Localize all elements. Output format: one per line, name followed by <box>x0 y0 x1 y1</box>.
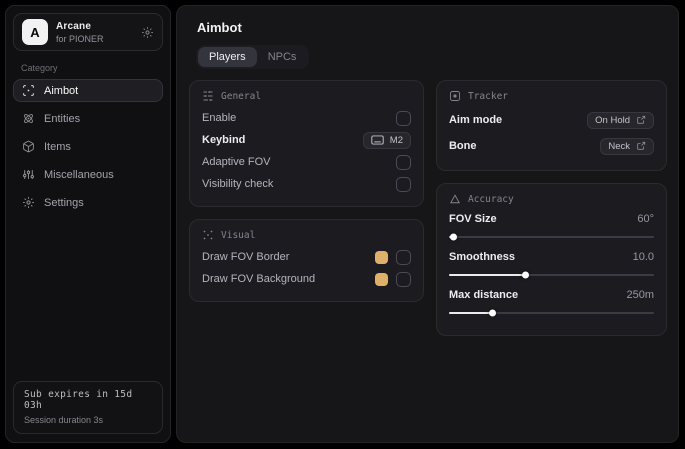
app-title-block: Arcane for PIONER <box>56 21 104 44</box>
draw-fov-background-checkbox[interactable] <box>395 271 411 287</box>
draw-fov-border-checkbox[interactable] <box>395 249 411 265</box>
gear-icon <box>22 196 35 209</box>
app-header: A Arcane for PIONER <box>13 13 163 51</box>
sidebar-item-label: Items <box>44 140 71 153</box>
picker-icon <box>636 115 646 125</box>
slider-fill <box>448 233 458 241</box>
sidebar: A Arcane for PIONER Category Aimbot <box>5 5 171 443</box>
triangle-icon <box>449 193 461 205</box>
adaptive-fov-checkbox[interactable] <box>395 154 411 170</box>
setting-label: Draw FOV Background <box>202 273 316 285</box>
setting-row-draw-fov-border: Draw FOV Border <box>202 246 411 268</box>
setting-label: Visibility check <box>202 178 274 190</box>
setting-row-aim-mode: Aim mode On Hold <box>449 107 654 133</box>
slider-value: 60° <box>637 213 654 225</box>
package-icon <box>22 140 35 153</box>
tab-players[interactable]: Players <box>198 47 257 67</box>
max-distance-slider[interactable] <box>448 309 654 317</box>
sidebar-item-settings[interactable]: Settings <box>13 191 163 214</box>
sidebar-item-miscellaneous[interactable]: Miscellaneous <box>13 163 163 186</box>
app-logo: A <box>22 19 48 45</box>
panel-title: General <box>221 90 262 102</box>
slider-block-smoothness: Smoothness 10.0 <box>448 248 654 279</box>
keyboard-icon <box>371 135 384 145</box>
app-subtitle: for PIONER <box>56 33 104 44</box>
setting-row-bone: Bone Neck <box>449 133 654 159</box>
panel-general: General Enable Keybind <box>189 80 424 207</box>
app-name: Arcane <box>56 20 92 32</box>
setting-label: Bone <box>448 140 477 152</box>
slider-block-max-distance: Max distance 250m <box>448 286 654 317</box>
slider-thumb[interactable] <box>489 309 497 317</box>
slider-fill <box>448 309 497 317</box>
panel-title: Accuracy <box>467 193 514 205</box>
setting-row-draw-fov-background: Draw FOV Background <box>202 268 411 290</box>
fov-border-color-swatch[interactable] <box>374 250 388 264</box>
sidebar-nav: Aimbot Entities Items <box>6 79 170 214</box>
keybind-badge[interactable]: M2 <box>362 131 411 149</box>
panel-visual: Visual Draw FOV Border Draw FOV Backgrou… <box>189 219 424 302</box>
visual-dots-icon <box>202 229 214 241</box>
fov-background-color-swatch[interactable] <box>374 272 388 286</box>
tab-npcs[interactable]: NPCs <box>267 51 297 63</box>
enable-checkbox[interactable] <box>395 110 411 126</box>
session-duration-text: Session duration 3s <box>24 415 104 425</box>
setting-label: Smoothness <box>448 251 515 263</box>
sidebar-item-entities[interactable]: Entities <box>13 107 163 130</box>
crosshair-scan-icon <box>22 84 35 97</box>
setting-row-keybind: Keybind M2 <box>202 129 411 151</box>
setting-row-adaptive-fov: Adaptive FOV <box>202 151 411 173</box>
setting-row-enable: Enable <box>202 107 411 129</box>
page-title: Aimbot <box>197 20 242 35</box>
setting-label: Enable <box>202 112 237 124</box>
visibility-check-checkbox[interactable] <box>395 176 411 192</box>
panels-grid: General Enable Keybind <box>189 80 667 336</box>
picker-icon <box>636 141 646 151</box>
bone-select[interactable]: Neck <box>600 137 654 155</box>
sliders-horizontal-icon <box>202 90 214 102</box>
atom-icon <box>22 112 35 125</box>
slider-block-fov-size: FOV Size 60° <box>448 210 654 241</box>
sliders-vertical-icon <box>22 168 35 181</box>
bone-value: Neck <box>608 140 630 152</box>
panel-title: Visual <box>221 229 256 241</box>
smoothness-slider[interactable] <box>448 271 654 279</box>
aim-mode-value: On Hold <box>595 114 630 126</box>
panel-tracker: Tracker Aim mode On Hold <box>435 80 667 171</box>
main-content: Aimbot Players NPCs General Enable <box>176 5 679 443</box>
sidebar-item-label: Miscellaneous <box>44 168 114 181</box>
setting-label: Max distance <box>448 289 519 301</box>
sidebar-item-label: Entities <box>44 112 81 125</box>
panel-accuracy: Accuracy FOV Size 60° Smoothne <box>435 183 667 336</box>
tracker-focus-icon <box>449 90 461 102</box>
keybind-value: M2 <box>389 134 403 146</box>
setting-label: FOV Size <box>448 213 497 225</box>
gear-icon[interactable] <box>141 26 154 39</box>
slider-fill <box>448 271 529 279</box>
slider-value: 10.0 <box>632 251 654 263</box>
sidebar-item-items[interactable]: Items <box>13 135 163 158</box>
slider-thumb[interactable] <box>450 233 458 241</box>
slider-thumb[interactable] <box>521 271 529 279</box>
panel-title: Tracker <box>467 90 509 102</box>
sidebar-item-aimbot[interactable]: Aimbot <box>13 79 163 102</box>
setting-label: Keybind <box>202 134 246 146</box>
setting-label: Aim mode <box>448 114 503 126</box>
sidebar-item-label: Settings <box>44 196 84 209</box>
setting-row-visibility-check: Visibility check <box>202 173 411 195</box>
setting-label: Adaptive FOV <box>202 156 271 168</box>
slider-value: 250m <box>626 289 654 301</box>
aim-mode-select[interactable]: On Hold <box>587 111 654 129</box>
subscription-info: Sub expires in 15d 03h Session duration … <box>13 381 163 434</box>
sidebar-item-label: Aimbot <box>44 84 79 97</box>
sub-expiry-text: Sub expires in 15d 03h <box>24 389 133 411</box>
setting-label: Draw FOV Border <box>202 251 290 263</box>
category-label: Category <box>21 63 58 73</box>
fov-size-slider[interactable] <box>448 233 654 241</box>
target-tabs: Players NPCs <box>196 45 310 69</box>
